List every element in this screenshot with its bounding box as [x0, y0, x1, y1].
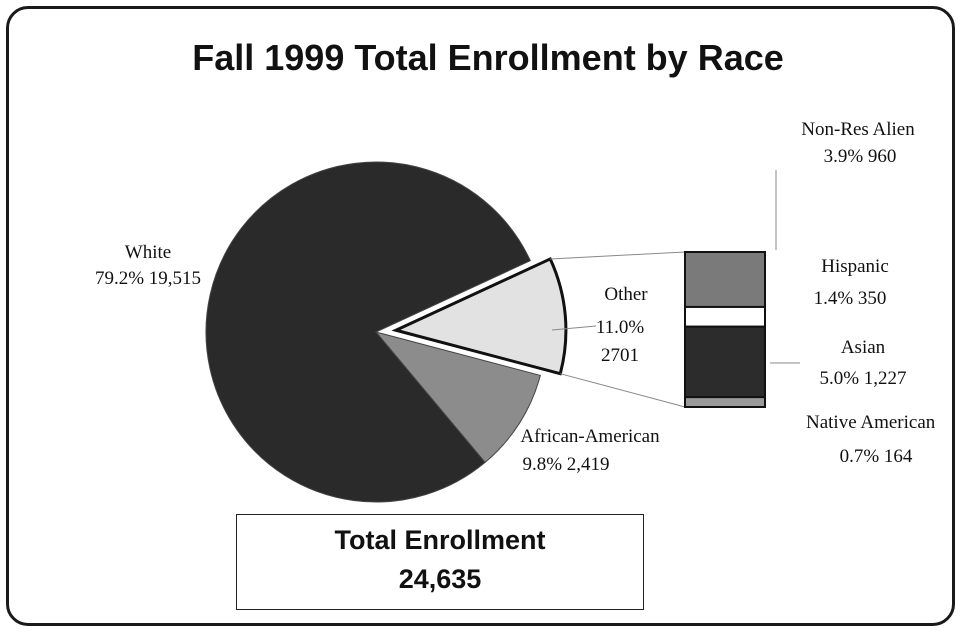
label-non-res-alien-name: Non-Res Alien — [801, 119, 915, 140]
bar-segment-native-american — [684, 396, 766, 408]
total-enrollment-value: 24,635 — [398, 564, 482, 594]
label-asian-name: Asian — [841, 337, 886, 358]
bar-segment-asian — [684, 325, 766, 399]
label-hispanic-name: Hispanic — [821, 256, 889, 277]
connector-lines — [550, 170, 800, 408]
total-enrollment-label: Total Enrollment — [334, 525, 546, 555]
chart-title: Fall 1999 Total Enrollment by Race — [192, 37, 784, 78]
connector-line-bottom — [560, 373, 686, 408]
label-other-percent: 11.0% — [596, 317, 645, 338]
pie-chart — [205, 161, 568, 503]
chart-frame — [6, 6, 955, 626]
label-other-name: Other — [604, 284, 648, 305]
total-enrollment-box: Total Enrollment 24,635 — [236, 514, 644, 610]
label-white-name: White — [125, 242, 171, 263]
label-other-value: 2701 — [601, 345, 639, 366]
breakdown-bar — [684, 251, 766, 408]
label-asian-value: 5.0% 1,227 — [819, 368, 906, 389]
label-hispanic-value: 1.4% 350 — [814, 288, 887, 309]
connector-line-top — [550, 251, 686, 260]
pie-slice-african-american — [374, 331, 541, 464]
bar-segment-non-res-alien — [684, 251, 766, 308]
label-non-res-alien-value: 3.9% 960 — [824, 146, 897, 167]
leader-line-other — [551, 325, 597, 331]
label-native-american-name: Native American — [806, 412, 936, 433]
label-african-american-name: African-American — [520, 426, 660, 447]
bar-segment-hispanic — [684, 305, 766, 328]
pie-slice-other — [391, 256, 568, 376]
label-african-american-value: 9.8% 2,419 — [522, 454, 609, 475]
label-native-american-value: 0.7% 164 — [840, 446, 913, 467]
pie-slice-white — [205, 161, 531, 503]
label-white-value: 79.2% 19,515 — [95, 268, 201, 289]
